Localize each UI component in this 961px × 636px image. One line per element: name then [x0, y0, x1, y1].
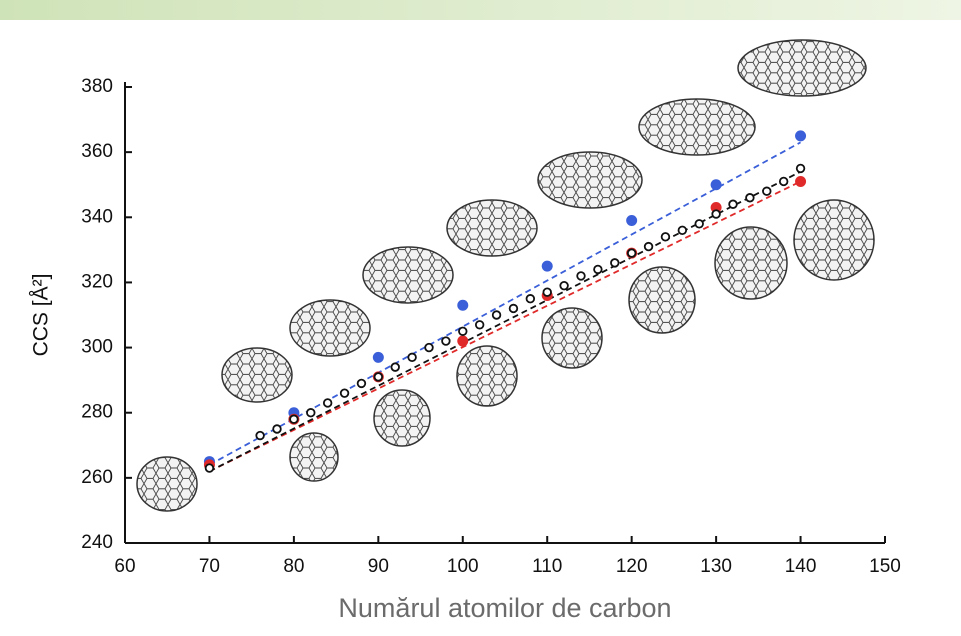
open-point: [728, 199, 738, 209]
fullerene-images: [136, 39, 875, 512]
x-tick-label: 60: [114, 556, 135, 577]
y-tick-label: 380: [81, 76, 113, 97]
point: [372, 351, 384, 363]
open-point: [373, 372, 384, 382]
point: [541, 260, 553, 272]
top-strip: [0, 0, 961, 20]
open-point: [508, 303, 519, 314]
y-tick-label: 300: [81, 337, 113, 358]
open-point: [559, 280, 569, 291]
x-tick-label: 100: [447, 556, 479, 577]
open-point: [306, 408, 316, 418]
point: [710, 179, 722, 191]
open-point: [795, 163, 806, 174]
x-tick-label: 80: [283, 556, 304, 577]
open-point: [289, 414, 299, 424]
point: [795, 175, 807, 187]
open-point: [778, 176, 789, 187]
open-point: [356, 378, 367, 389]
open-point: [255, 430, 265, 441]
open-point: [694, 219, 704, 229]
open-point: [576, 271, 586, 281]
open-point: [407, 352, 417, 363]
open-point: [762, 186, 772, 196]
x-axis-label: Numărul atomilor de carbon: [338, 593, 671, 623]
y-axis-label: CCS [Å²]: [30, 274, 53, 357]
y-tick-label: 320: [81, 271, 113, 292]
y-tick-label: 360: [81, 141, 113, 162]
y-tick-label: 240: [81, 532, 113, 553]
open-point: [424, 342, 434, 353]
open-point: [322, 398, 333, 408]
open-point: [339, 388, 350, 398]
x-tick-label: 70: [199, 556, 220, 577]
open-point: [474, 320, 485, 330]
y-tick-label: 260: [81, 467, 113, 488]
open-point: [272, 424, 282, 434]
open-point: [660, 232, 671, 242]
point: [626, 215, 638, 227]
x-tick-label: 140: [785, 556, 817, 577]
point: [457, 335, 469, 347]
open-point: [204, 463, 215, 473]
y-tick-label: 340: [81, 206, 113, 227]
y-tick-label: 280: [81, 402, 113, 423]
open-point: [677, 225, 688, 236]
open-point: [441, 336, 451, 346]
open-point: [626, 248, 637, 258]
x-tick-label: 90: [368, 556, 389, 577]
x-tick-label: 130: [700, 556, 732, 577]
x-tick-label: 120: [616, 556, 648, 577]
open-point: [458, 326, 468, 336]
x-tick-label: 150: [869, 556, 901, 577]
open-point: [745, 193, 755, 203]
open-point: [610, 258, 620, 268]
open-point: [643, 241, 654, 252]
x-tick-label: 110: [532, 556, 562, 577]
open-point: [525, 294, 536, 304]
point: [457, 299, 469, 311]
open-point: [390, 362, 400, 372]
open-point: [593, 264, 603, 275]
open-point: [711, 209, 721, 219]
open-point: [542, 287, 552, 297]
point: [795, 130, 807, 142]
open-point: [491, 310, 502, 320]
